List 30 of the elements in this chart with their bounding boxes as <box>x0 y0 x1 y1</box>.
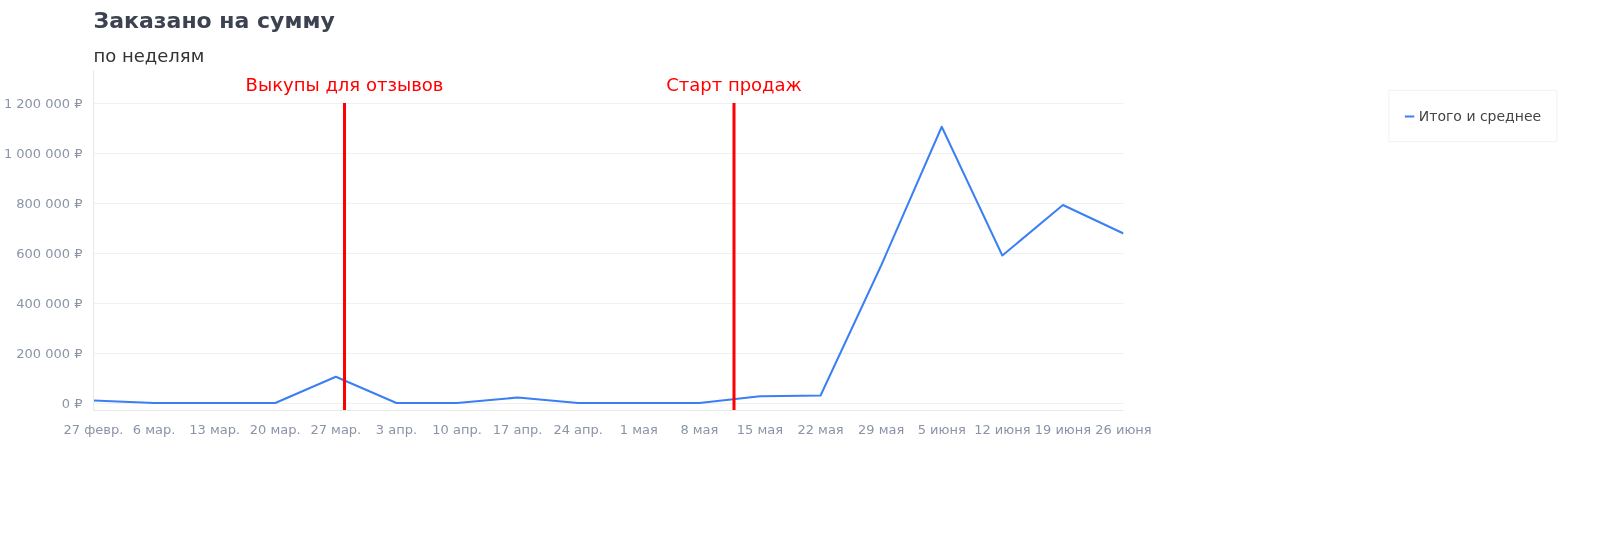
y-tick-label: 400 000 ₽ <box>16 295 83 311</box>
x-tick-label: 27 февр. <box>63 421 124 437</box>
x-tick-label: 8 мая <box>680 421 719 437</box>
x-tick-label: 17 апр. <box>492 421 543 437</box>
x-tick-label: 24 апр. <box>553 421 603 437</box>
x-tick-label: 5 июня <box>917 421 966 437</box>
x-tick-label: 22 мая <box>797 421 844 437</box>
ref-line-label: Старт продаж <box>666 73 802 95</box>
chart-subtitle: по неделям <box>93 44 205 66</box>
x-tick-label: 27 мар. <box>310 421 362 437</box>
y-tick-label: 1 200 000 ₽ <box>3 95 83 111</box>
x-tick-label: 10 апр. <box>432 421 482 437</box>
y-tick-label: 200 000 ₽ <box>16 345 83 361</box>
x-tick-label: 1 мая <box>619 421 658 437</box>
x-tick-label: 12 июня <box>974 421 1031 437</box>
y-tick-label: 600 000 ₽ <box>16 245 83 261</box>
x-tick-label: 13 мар. <box>189 421 241 437</box>
x-tick-label: 26 июня <box>1095 421 1152 437</box>
x-tick-label: 6 мар. <box>132 421 176 437</box>
x-tick-label: 3 апр. <box>375 421 418 437</box>
x-tick-label: 15 мая <box>736 421 784 437</box>
x-tick-label: 19 июня <box>1034 421 1092 437</box>
y-tick-label: 1 000 000 ₽ <box>3 145 83 161</box>
x-tick-label: 29 мая <box>858 421 905 437</box>
legend-label: Итого и среднее <box>1418 108 1542 124</box>
x-tick-label: 20 мар. <box>249 421 301 437</box>
y-tick-label: 800 000 ₽ <box>16 195 83 211</box>
chart-title: Заказано на сумму <box>93 7 335 33</box>
ref-line-label: Выкупы для отзывов <box>245 73 444 95</box>
y-tick-label: 0 ₽ <box>61 395 83 411</box>
